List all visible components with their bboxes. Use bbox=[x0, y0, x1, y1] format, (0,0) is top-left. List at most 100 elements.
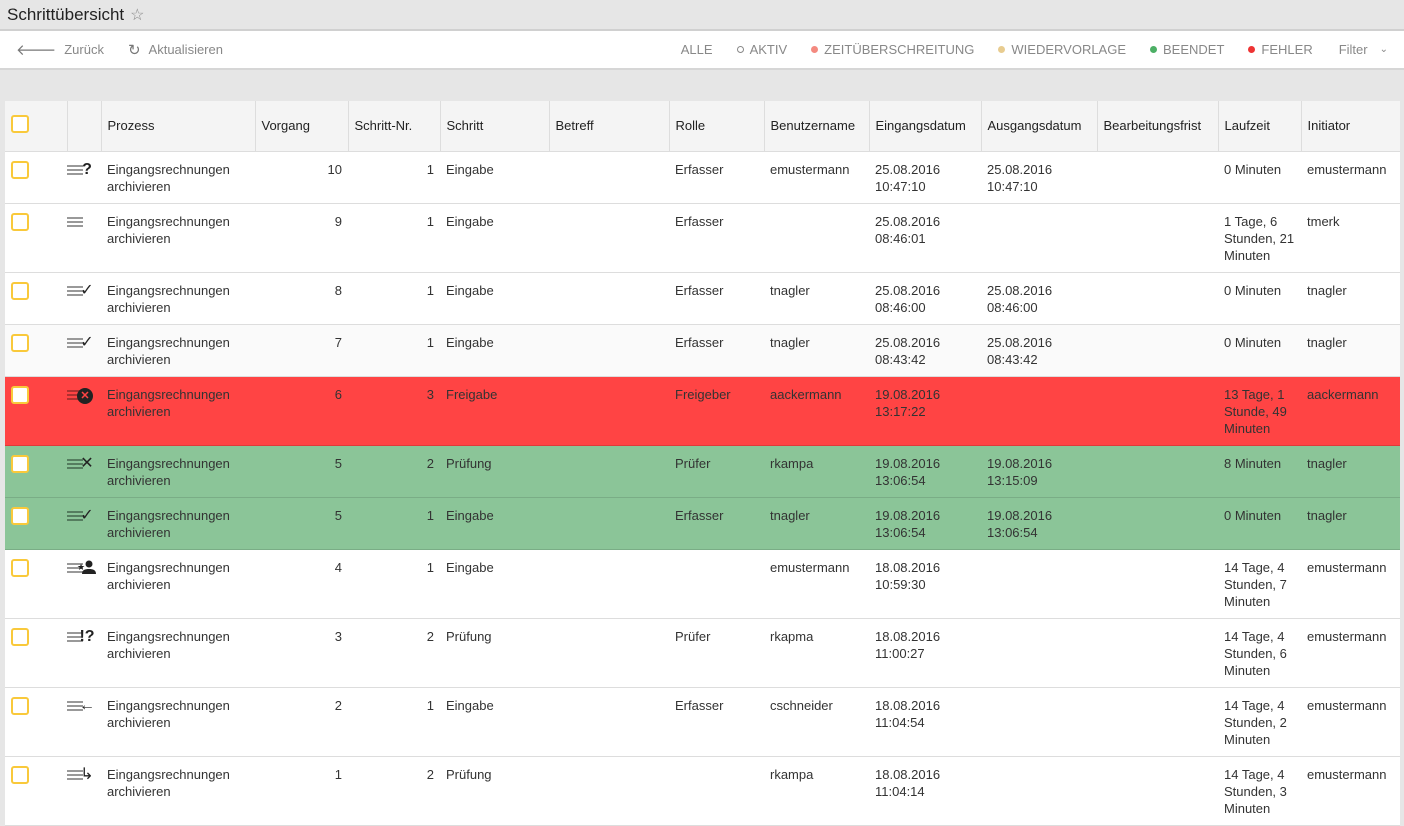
process: Eingangsrechnungen archivieren bbox=[107, 334, 230, 367]
column-header[interactable]: Prozess bbox=[100, 101, 255, 152]
table-row[interactable]: ✕ Eingangsrechnungen archivieren 5 2 Prüfung… bbox=[5, 445, 1400, 498]
initiator: emustermann bbox=[1307, 628, 1387, 644]
initiator: emustermann bbox=[1307, 697, 1387, 713]
case-number: 8 bbox=[334, 282, 342, 298]
column-header[interactable]: Eingangsdatum bbox=[868, 101, 981, 152]
completed-date-cell bbox=[981, 376, 1097, 446]
case-number: 5 bbox=[334, 455, 342, 471]
table-row[interactable]: ✓ Eingangsrechnungen archivieren 7 1 Eingabe… bbox=[5, 324, 1400, 377]
favorite-star-icon[interactable]: ☆ bbox=[130, 6, 145, 24]
row-checkbox[interactable] bbox=[11, 696, 29, 715]
row-checkbox[interactable] bbox=[11, 385, 29, 404]
completed-date-cell bbox=[981, 203, 1097, 273]
step: Eingabe bbox=[446, 282, 494, 298]
back-button[interactable]: 🡐 Zurück bbox=[16, 40, 104, 59]
role: Erfasser bbox=[675, 697, 724, 713]
duration-cell: 14 Tage, 4 Stunden, 3 Minuten bbox=[1218, 756, 1301, 826]
column-header[interactable]: Bearbeitungsfrist bbox=[1096, 101, 1218, 152]
column-header[interactable]: Schritt-Nr. bbox=[347, 101, 440, 152]
step-cell: Eingabe bbox=[440, 324, 549, 377]
case-number-cell: 5 bbox=[255, 445, 348, 498]
role-cell: Erfasser bbox=[669, 151, 764, 204]
step-number: 1 bbox=[426, 559, 434, 575]
row-checkbox[interactable] bbox=[11, 558, 29, 577]
drag-handle-icon[interactable] bbox=[67, 458, 83, 471]
column-header[interactable]: Ausgangsdatum bbox=[980, 101, 1097, 152]
drag-handle-icon[interactable] bbox=[67, 510, 83, 523]
table-row[interactable]: ✓ Eingangsrechnungen archivieren 5 1 Eingabe… bbox=[5, 497, 1400, 550]
drag-handle-icon[interactable] bbox=[67, 700, 83, 713]
drag-handle-icon[interactable] bbox=[67, 216, 83, 229]
column-header[interactable]: Schritt bbox=[439, 101, 549, 152]
table-row[interactable]: Eingangsrechnungen archivieren 9 1 Eingabe E… bbox=[5, 203, 1400, 273]
subject-cell bbox=[549, 549, 669, 619]
row-checkbox[interactable] bbox=[11, 627, 29, 646]
case-number-cell: 7 bbox=[255, 324, 348, 377]
table-row[interactable]: ✕ Eingangsrechnungen archivieren 6 3 Freigab… bbox=[5, 376, 1400, 446]
filter-fehler[interactable]: FEHLER bbox=[1248, 42, 1313, 57]
received-date-cell: 25.08.2016 08:46:01 bbox=[869, 203, 981, 273]
received-date: 25.08.2016 08:43:42 bbox=[875, 334, 941, 367]
status-dot-icon bbox=[998, 46, 1006, 53]
refresh-button[interactable]: ↻ Aktualisieren bbox=[128, 41, 223, 59]
column-header[interactable]: Benutzername bbox=[763, 101, 869, 152]
username-cell: rkapma bbox=[764, 618, 869, 688]
duration-cell: 14 Tage, 4 Stunden, 6 Minuten bbox=[1218, 618, 1301, 688]
filter-dropdown[interactable]: Filter ⌄ bbox=[1339, 42, 1388, 57]
duration: 14 Tage, 4 Stunden, 6 Minuten bbox=[1224, 628, 1287, 678]
step: Eingabe bbox=[446, 161, 494, 177]
column-header[interactable]: Initiator bbox=[1300, 101, 1400, 152]
drag-handle-icon[interactable] bbox=[67, 285, 83, 298]
filter-label: ALLE bbox=[680, 42, 713, 57]
duration-cell: 0 Minuten bbox=[1218, 151, 1301, 204]
column-header[interactable]: Vorgang bbox=[254, 101, 348, 152]
role-cell: Erfasser bbox=[669, 687, 764, 757]
row-checkbox[interactable] bbox=[11, 160, 29, 179]
table-row[interactable]: ← Eingangsrechnungen archivieren 2 1 Eingabe… bbox=[5, 687, 1400, 757]
process-cell: ✕ Eingangsrechnungen archivieren bbox=[77, 376, 255, 446]
step-cell: Eingabe bbox=[440, 203, 549, 273]
step-number: 1 bbox=[426, 507, 434, 523]
filter-aktiv[interactable]: AKTIV bbox=[736, 42, 787, 57]
row-checkbox[interactable] bbox=[11, 506, 29, 525]
initiator: tmerk bbox=[1307, 213, 1340, 229]
column-header[interactable]: Laufzeit bbox=[1217, 101, 1301, 152]
column-header[interactable]: Rolle bbox=[668, 101, 764, 152]
role: Erfasser bbox=[675, 282, 724, 298]
process-cell: ← Eingangsrechnungen archivieren bbox=[79, 687, 255, 757]
column-header[interactable] bbox=[66, 101, 101, 152]
process: Eingangsrechnungen archivieren bbox=[107, 386, 230, 419]
drag-handle-icon[interactable] bbox=[67, 631, 83, 644]
step-number-cell: 2 bbox=[348, 618, 440, 688]
username-cell: rkampa bbox=[764, 445, 869, 498]
completed-date-cell: 19.08.2016 13:06:54 bbox=[981, 497, 1097, 550]
drag-handle-icon[interactable] bbox=[67, 562, 83, 575]
column-header[interactable]: Betreff bbox=[548, 101, 669, 152]
role-cell: Prüfer bbox=[669, 618, 764, 688]
select-all-checkbox[interactable] bbox=[11, 115, 29, 134]
case-number-cell: 3 bbox=[255, 618, 348, 688]
filter-alle[interactable]: ALLE bbox=[681, 42, 713, 57]
row-checkbox[interactable] bbox=[11, 454, 29, 473]
table-row[interactable]: ✓ Eingangsrechnungen archivieren 8 1 Eingabe… bbox=[5, 272, 1400, 325]
table-row[interactable]: ↳ Eingangsrechnungen archivieren 1 2 Prüfung… bbox=[5, 756, 1400, 826]
drag-handle-icon[interactable] bbox=[67, 164, 83, 177]
filter-zeitüberschreitung[interactable]: ZEITÜBERSCHREITUNG bbox=[811, 42, 974, 57]
deadline-cell bbox=[1097, 203, 1218, 273]
drag-handle-icon[interactable] bbox=[67, 337, 83, 350]
table-row[interactable]: ★ Eingangsrechnungen archivieren 4 1 Eingabe… bbox=[5, 549, 1400, 619]
filter-beendet[interactable]: BEENDET bbox=[1150, 42, 1224, 57]
step-number: 1 bbox=[426, 334, 434, 350]
row-checkbox[interactable] bbox=[11, 333, 29, 352]
filter-wiedervorlage[interactable]: WIEDERVORLAGE bbox=[998, 42, 1126, 57]
username: aackermann bbox=[770, 386, 842, 402]
drag-handle-icon[interactable] bbox=[67, 389, 83, 402]
row-checkbox[interactable] bbox=[11, 212, 29, 231]
initiator-cell: tmerk bbox=[1301, 203, 1400, 273]
table-row[interactable]: ? Eingangsrechnungen archivieren 10 1 Eingab… bbox=[5, 151, 1400, 204]
drag-handle-icon[interactable] bbox=[67, 769, 83, 782]
table-row[interactable]: !? Eingangsrechnungen archivieren 3 2 Prüfun… bbox=[5, 618, 1400, 688]
filter-label: ZEITÜBERSCHREITUNG bbox=[824, 42, 975, 57]
row-checkbox[interactable] bbox=[11, 281, 29, 300]
row-checkbox[interactable] bbox=[11, 765, 29, 784]
